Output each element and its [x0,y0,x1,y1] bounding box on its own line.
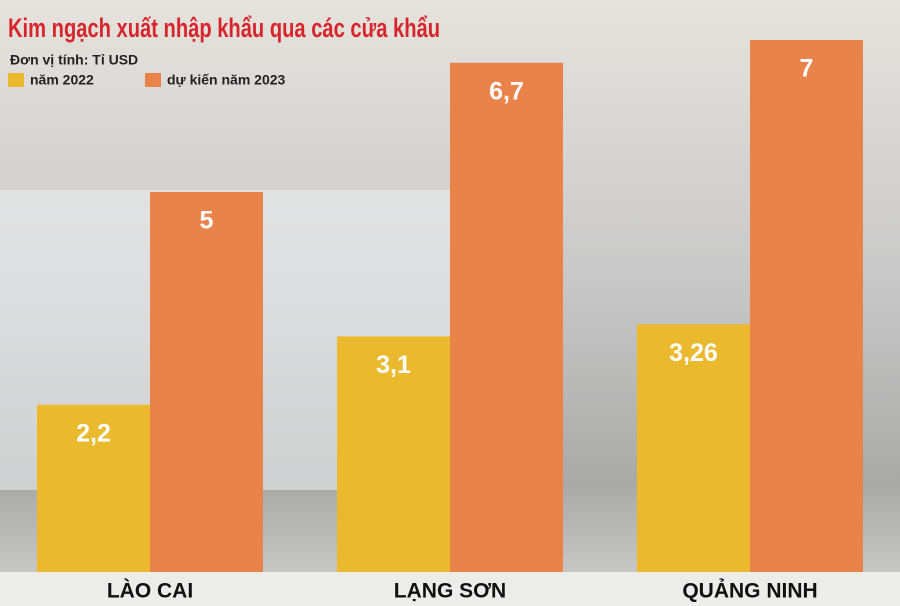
x-tick-label: LẠNG SƠN [394,580,506,603]
x-tick-label: LÀO CAI [107,580,193,603]
label-strip [0,572,900,606]
bar [150,192,263,572]
value-label: 7 [800,55,814,83]
bar [637,324,750,572]
bar [337,336,450,572]
legend-swatch [8,73,24,87]
legend-label: năm 2022 [30,72,94,88]
bar [450,62,563,573]
value-label: 6,7 [489,77,524,105]
value-label: 5 [200,207,214,235]
x-tick-label: QUẢNG NINH [682,580,817,603]
legend-swatch [145,73,161,87]
bar [750,40,863,572]
bar [37,404,150,572]
value-label: 3,1 [376,351,411,379]
chart-title: Kim ngạch xuất nhập khẩu qua các cửa khẩ… [8,13,440,43]
legend-label: dự kiến năm 2023 [167,72,286,88]
value-label: 3,26 [669,339,718,367]
value-label: 2,2 [76,419,111,447]
chart-subtitle: Đơn vị tính: Tỉ USD [10,52,138,68]
